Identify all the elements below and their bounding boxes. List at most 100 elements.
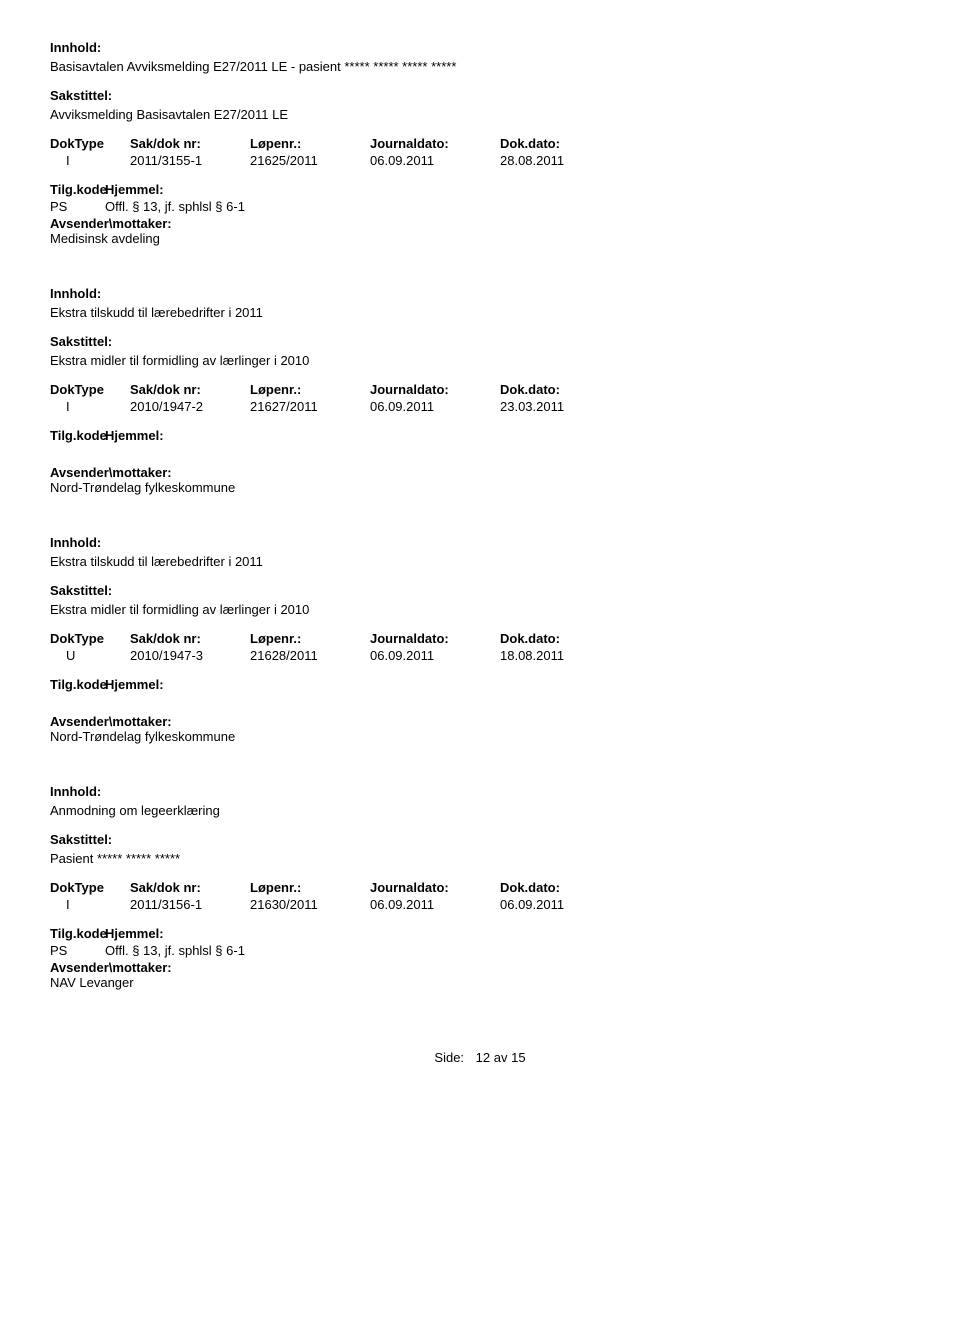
tilg-value-row: [50, 694, 910, 712]
journal-record: Innhold: Ekstra tilskudd til lærebedrift…: [50, 535, 910, 744]
av-label: av: [494, 1050, 508, 1065]
hjemmel-label: Hjemmel:: [105, 182, 164, 197]
row-header: DokType Sak/dok nr: Løpenr.: Journaldato…: [50, 136, 910, 151]
saknr-value: 2010/1947-2: [130, 399, 250, 414]
hjemmel-label: Hjemmel:: [105, 926, 164, 941]
dokdato-header: Dok.dato:: [500, 880, 620, 895]
hjemmel-value: Offl. § 13, jf. sphlsl § 6-1: [105, 943, 245, 958]
journal-record: Innhold: Ekstra tilskudd til lærebedrift…: [50, 286, 910, 495]
dokdato-value: 06.09.2011: [500, 897, 620, 912]
row-header: DokType Sak/dok nr: Løpenr.: Journaldato…: [50, 631, 910, 646]
sakstittel-label: Sakstittel:: [50, 88, 910, 103]
doktype-value: I: [50, 399, 130, 414]
saknr-header: Sak/dok nr:: [130, 880, 250, 895]
tilg-value-row: [50, 445, 910, 463]
tilg-value-row: PS Offl. § 13, jf. sphlsl § 6-1: [50, 943, 910, 958]
journaldato-value: 06.09.2011: [370, 648, 500, 663]
journal-record: Innhold: Anmodning om legeerklæring Saks…: [50, 784, 910, 990]
row-header: DokType Sak/dok nr: Løpenr.: Journaldato…: [50, 880, 910, 895]
avsender-value: Medisinsk avdeling: [50, 231, 910, 246]
dokdato-value: 23.03.2011: [500, 399, 620, 414]
total-pages: 15: [511, 1050, 525, 1065]
journaldato-header: Journaldato:: [370, 136, 500, 151]
sakstittel-value: Ekstra midler til formidling av lærlinge…: [50, 602, 910, 617]
sakstittel-value: Pasient ***** ***** *****: [50, 851, 910, 866]
innhold-value: Ekstra tilskudd til lærebedrifter i 2011: [50, 305, 910, 320]
dokdato-header: Dok.dato:: [500, 136, 620, 151]
dokdato-header: Dok.dato:: [500, 382, 620, 397]
tilgkode-value: PS: [50, 943, 105, 958]
lopenr-header: Løpenr.:: [250, 880, 370, 895]
doktype-value: I: [50, 153, 130, 168]
sakstittel-label: Sakstittel:: [50, 334, 910, 349]
lopenr-header: Løpenr.:: [250, 136, 370, 151]
tilg-header-row: Tilg.kode Hjemmel:: [50, 428, 910, 443]
sakstittel-value: Ekstra midler til formidling av lærlinge…: [50, 353, 910, 368]
doktype-header: DokType: [50, 880, 130, 895]
avsender-value: Nord-Trøndelag fylkeskommune: [50, 480, 910, 495]
lopenr-value: 21627/2011: [250, 399, 370, 414]
tilgkode-label: Tilg.kode: [50, 428, 105, 443]
doktype-header: DokType: [50, 136, 130, 151]
innhold-label: Innhold:: [50, 535, 910, 550]
journaldato-value: 06.09.2011: [370, 897, 500, 912]
tilg-value-row: PS Offl. § 13, jf. sphlsl § 6-1: [50, 199, 910, 214]
innhold-label: Innhold:: [50, 784, 910, 799]
side-label: Side:: [434, 1050, 464, 1065]
row-header: DokType Sak/dok nr: Løpenr.: Journaldato…: [50, 382, 910, 397]
sakstittel-label: Sakstittel:: [50, 583, 910, 598]
dokdato-header: Dok.dato:: [500, 631, 620, 646]
doktype-value: U: [50, 648, 130, 663]
row-data: I 2011/3156-1 21630/2011 06.09.2011 06.0…: [50, 897, 910, 912]
lopenr-value: 21630/2011: [250, 897, 370, 912]
tilgkode-label: Tilg.kode: [50, 182, 105, 197]
row-data: U 2010/1947-3 21628/2011 06.09.2011 18.0…: [50, 648, 910, 663]
page-footer: Side: 12 av 15: [50, 1050, 910, 1065]
innhold-label: Innhold:: [50, 286, 910, 301]
innhold-value: Anmodning om legeerklæring: [50, 803, 910, 818]
saknr-header: Sak/dok nr:: [130, 136, 250, 151]
innhold-label: Innhold:: [50, 40, 910, 55]
lopenr-value: 21625/2011: [250, 153, 370, 168]
tilg-header-row: Tilg.kode Hjemmel:: [50, 677, 910, 692]
avsender-label: Avsender\mottaker:: [50, 960, 910, 975]
saknr-value: 2010/1947-3: [130, 648, 250, 663]
page-number: 12 av 15: [476, 1050, 526, 1065]
journaldato-header: Journaldato:: [370, 880, 500, 895]
tilgkode-value: PS: [50, 199, 105, 214]
saknr-header: Sak/dok nr:: [130, 631, 250, 646]
sakstittel-label: Sakstittel:: [50, 832, 910, 847]
row-data: I 2010/1947-2 21627/2011 06.09.2011 23.0…: [50, 399, 910, 414]
saknr-value: 2011/3156-1: [130, 897, 250, 912]
saknr-value: 2011/3155-1: [130, 153, 250, 168]
tilgkode-value: [50, 445, 105, 463]
lopenr-header: Løpenr.:: [250, 382, 370, 397]
avsender-label: Avsender\mottaker:: [50, 216, 910, 231]
journal-record: Innhold: Basisavtalen Avviksmelding E27/…: [50, 40, 910, 246]
tilgkode-value: [50, 694, 105, 712]
current-page: 12: [476, 1050, 490, 1065]
hjemmel-value: Offl. § 13, jf. sphlsl § 6-1: [105, 199, 245, 214]
lopenr-header: Løpenr.:: [250, 631, 370, 646]
innhold-value: Basisavtalen Avviksmelding E27/2011 LE -…: [50, 59, 910, 74]
row-data: I 2011/3155-1 21625/2011 06.09.2011 28.0…: [50, 153, 910, 168]
doktype-header: DokType: [50, 631, 130, 646]
saknr-header: Sak/dok nr:: [130, 382, 250, 397]
doktype-header: DokType: [50, 382, 130, 397]
avsender-value: NAV Levanger: [50, 975, 910, 990]
journaldato-value: 06.09.2011: [370, 153, 500, 168]
hjemmel-label: Hjemmel:: [105, 428, 164, 443]
tilg-header-row: Tilg.kode Hjemmel:: [50, 182, 910, 197]
avsender-value: Nord-Trøndelag fylkeskommune: [50, 729, 910, 744]
innhold-value: Ekstra tilskudd til lærebedrifter i 2011: [50, 554, 910, 569]
dokdato-value: 18.08.2011: [500, 648, 620, 663]
avsender-label: Avsender\mottaker:: [50, 465, 910, 480]
dokdato-value: 28.08.2011: [500, 153, 620, 168]
tilgkode-label: Tilg.kode: [50, 926, 105, 941]
journaldato-header: Journaldato:: [370, 631, 500, 646]
doktype-value: I: [50, 897, 130, 912]
tilgkode-label: Tilg.kode: [50, 677, 105, 692]
tilg-header-row: Tilg.kode Hjemmel:: [50, 926, 910, 941]
sakstittel-value: Avviksmelding Basisavtalen E27/2011 LE: [50, 107, 910, 122]
journaldato-header: Journaldato:: [370, 382, 500, 397]
